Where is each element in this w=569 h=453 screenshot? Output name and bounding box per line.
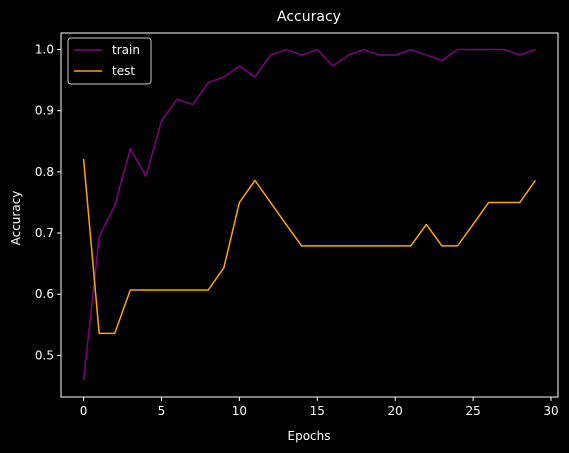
y-tick-label: 0.8 <box>35 165 54 179</box>
x-tick-label: 20 <box>388 404 403 418</box>
plot-area <box>60 32 559 398</box>
x-tick-label: 10 <box>232 404 247 418</box>
series-line-test <box>82 158 537 335</box>
legend-label-train: train <box>112 43 140 57</box>
y-axis-ticks: 0.5 0.6 0.7 0.8 0.9 1.0 <box>35 43 61 362</box>
y-tick-label: 0.9 <box>35 104 54 118</box>
plot-frame <box>60 32 559 398</box>
y-tick-label: 0.5 <box>35 348 54 362</box>
x-tick-label: 25 <box>465 404 480 418</box>
y-tick-label: 0.6 <box>35 287 54 301</box>
y-axis-label: Accuracy <box>9 191 23 246</box>
legend: train test <box>67 37 152 85</box>
legend-label-test: test <box>112 64 135 78</box>
y-tick-label: 0.7 <box>35 226 54 240</box>
series-layer <box>82 48 537 381</box>
x-tick-label: 0 <box>80 404 88 418</box>
x-axis-label: Epochs <box>288 429 331 443</box>
x-tick-label: 30 <box>543 404 558 418</box>
x-tick-label: 15 <box>310 404 325 418</box>
y-tick-label: 1.0 <box>35 43 54 57</box>
chart-title: Accuracy <box>277 9 341 25</box>
x-axis-ticks: 0 5 10 15 20 25 30 <box>80 397 559 418</box>
x-tick-label: 5 <box>158 404 166 418</box>
series-line-train <box>82 48 536 381</box>
